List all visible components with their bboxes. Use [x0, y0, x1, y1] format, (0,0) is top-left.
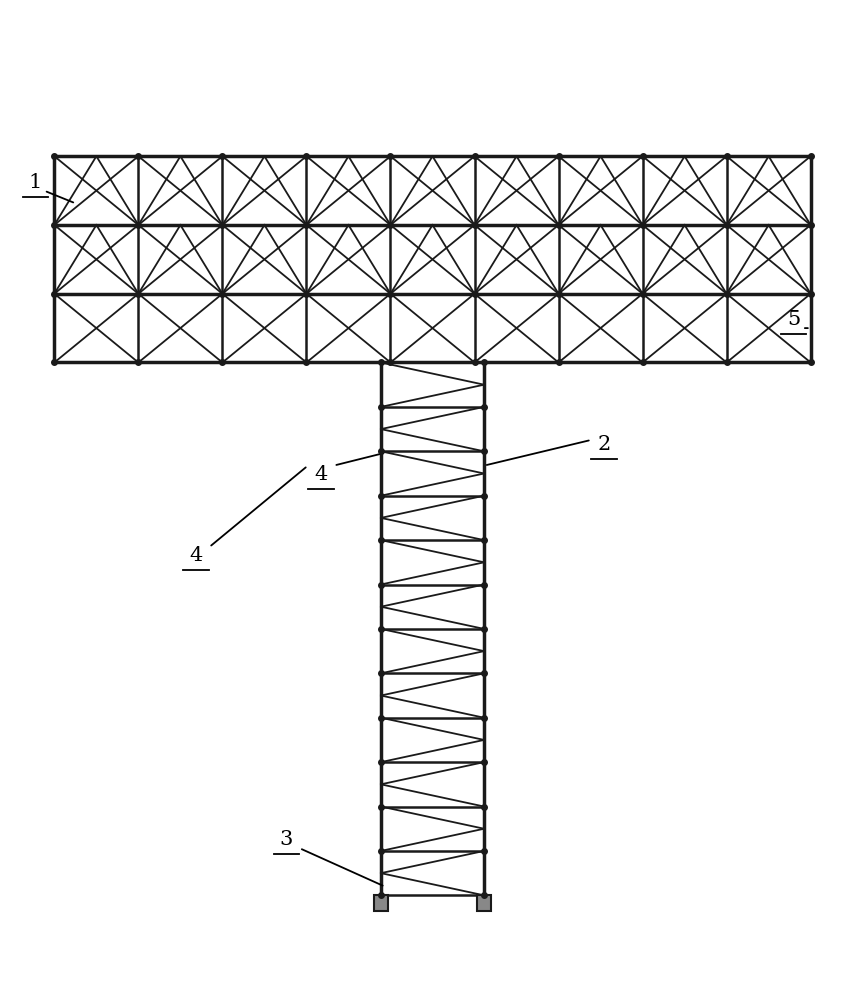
Text: 3: 3 — [279, 830, 293, 849]
Bar — [477, 895, 491, 911]
Text: 2: 2 — [598, 435, 611, 454]
Text: 1: 1 — [29, 173, 42, 192]
Bar — [374, 895, 388, 911]
Text: 5: 5 — [787, 310, 800, 329]
Text: 4: 4 — [314, 465, 327, 484]
Text: 4: 4 — [189, 546, 202, 565]
